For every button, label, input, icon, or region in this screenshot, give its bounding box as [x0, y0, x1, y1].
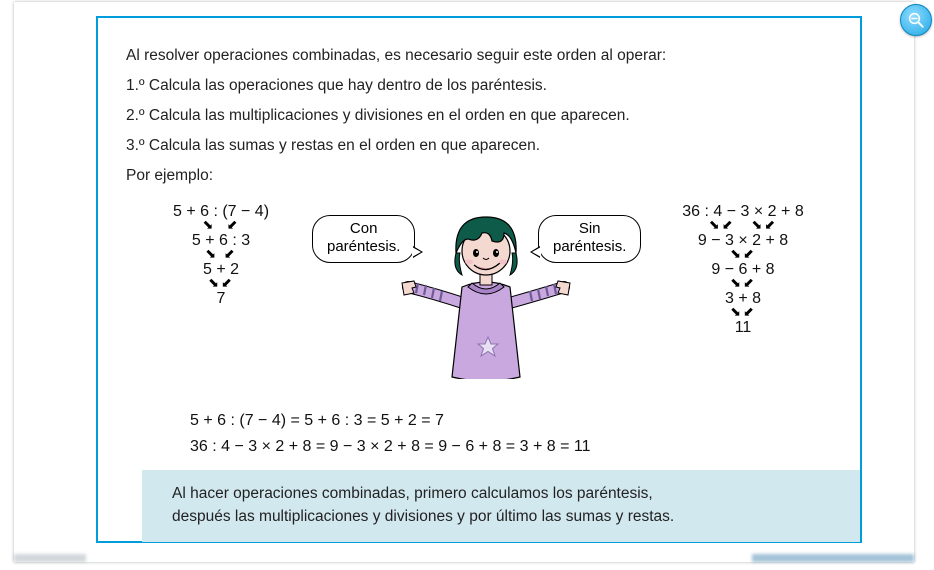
right-tree: 36 : 4 − 3 × 2 + 8 ⬊⬋ ⬊⬋ 9 − 3 × 2 + 8 ⬊… — [658, 203, 828, 338]
tree-arrows: ⬊⬋ — [146, 280, 296, 290]
equation-2: 36 : 4 − 3 × 2 + 8 = 9 − 3 × 2 + 8 = 9 −… — [190, 434, 590, 460]
summary-line-1: Al hacer operaciones combinadas, primero… — [172, 482, 830, 505]
worked-equations: 5 + 6 : (7 − 4) = 5 + 6 : 3 = 5 + 2 = 7 … — [190, 408, 590, 459]
tree-arrows: ⬊ ⬋ — [146, 251, 296, 261]
intro-text: Al resolver operaciones combinadas, es n… — [126, 38, 832, 194]
content-frame: Al resolver operaciones combinadas, es n… — [96, 16, 862, 543]
tree-arrows: ⬊⬋ — [658, 309, 828, 319]
left-tree-row: 7 — [146, 290, 296, 308]
tree-arrows: ⬊⬋ ⬊⬋ — [658, 222, 828, 232]
zoom-out-icon — [907, 11, 925, 29]
summary-line-2: después las multiplicaciones y divisione… — [172, 505, 830, 528]
example-label: Por ejemplo: — [126, 164, 832, 188]
rule-1: 1.º Calcula las operaciones que hay dent… — [126, 74, 832, 98]
document-page: Al resolver operaciones combinadas, es n… — [14, 2, 914, 562]
tree-arrows: ⬊⬋ — [658, 251, 828, 261]
rule-2: 2.º Calcula las multiplicaciones y divis… — [126, 104, 832, 128]
tree-arrows: ⬊ ⬋ — [146, 222, 296, 232]
summary-box: Al hacer operaciones combinadas, primero… — [142, 470, 860, 543]
zoom-out-button[interactable] — [900, 4, 932, 36]
right-tree-row: 11 — [658, 319, 828, 337]
girl-illustration — [396, 209, 576, 379]
bubble-line: paréntesis. — [327, 238, 400, 256]
tree-arrows: ⬊⬋ — [658, 280, 828, 290]
example-area: 5 + 6 : (7 − 4) ⬊ ⬋ 5 + 6 : 3 ⬊ ⬋ 5 + 2 … — [126, 203, 832, 403]
bubble-line: Con — [327, 220, 400, 238]
equation-1: 5 + 6 : (7 − 4) = 5 + 6 : 3 = 5 + 2 = 7 — [190, 408, 590, 434]
left-tree: 5 + 6 : (7 − 4) ⬊ ⬋ 5 + 6 : 3 ⬊ ⬋ 5 + 2 … — [146, 203, 296, 309]
intro-paragraph: Al resolver operaciones combinadas, es n… — [126, 44, 832, 68]
rule-3: 3.º Calcula las sumas y restas en el ord… — [126, 134, 832, 158]
footer-decoration — [14, 554, 914, 562]
